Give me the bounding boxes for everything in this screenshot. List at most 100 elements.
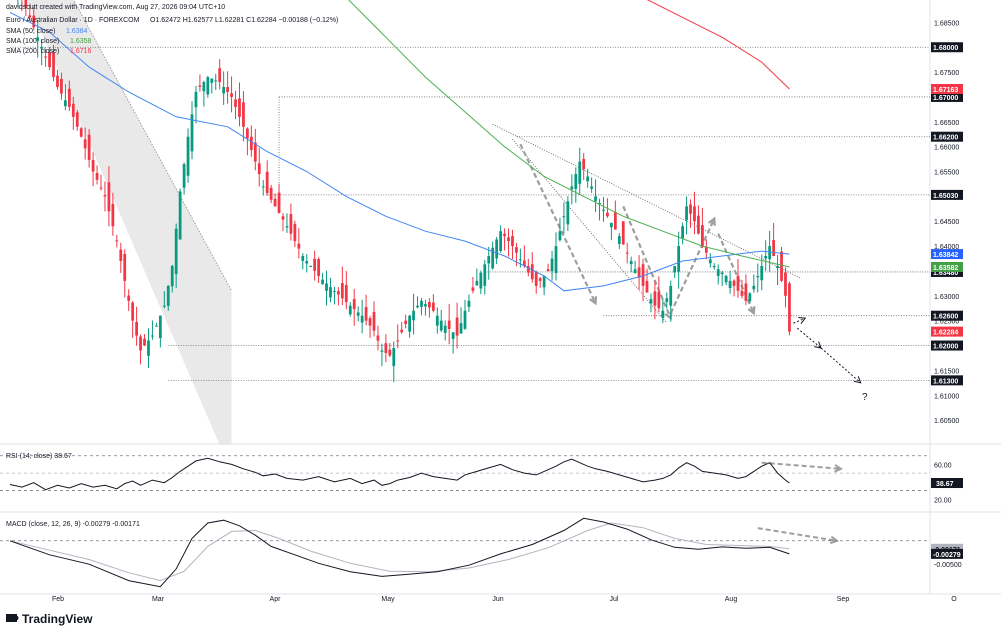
candle: [218, 59, 222, 90]
sma50-line[interactable]: [9, 11, 790, 292]
candle: [119, 242, 123, 273]
candle: [321, 272, 324, 285]
macd-legend[interactable]: MACD (close, 12, 26, 9) -0.00279 -0.0017…: [6, 521, 140, 528]
sma200-line[interactable]: [643, 0, 790, 90]
candle: [447, 303, 451, 345]
sma100-legend-value: 1.6358: [70, 38, 92, 45]
projection-arrow-black-2[interactable]: [820, 347, 862, 384]
candle: [724, 274, 728, 286]
level-tag-7: 1.61300: [933, 378, 958, 385]
macd-tick-label: -0.00500: [934, 562, 962, 569]
candle: [693, 191, 696, 235]
candle: [768, 230, 772, 272]
macd-series-macd[interactable]: [9, 517, 790, 588]
candle: [503, 228, 506, 251]
candle: [392, 341, 396, 383]
sma200-legend[interactable]: SMA (200, close): [6, 48, 59, 55]
price-pane: [0, 0, 1001, 595]
rsi-arrow[interactable]: [761, 461, 843, 473]
candle: [115, 234, 119, 248]
macd-series-signal[interactable]: [9, 522, 790, 582]
candle: [372, 301, 376, 337]
rsi-line[interactable]: [9, 457, 790, 491]
candle: [147, 328, 150, 368]
candle: [380, 343, 384, 367]
tradingview-logo-dot-icon: [13, 615, 19, 621]
candle: [613, 200, 617, 230]
candle: [28, 3, 32, 21]
candle: [158, 315, 162, 348]
candle: [542, 275, 546, 296]
candle: [546, 263, 550, 272]
sma100-line[interactable]: [346, 0, 790, 268]
candle: [246, 127, 249, 156]
macd-signal-tag-bg: [931, 543, 963, 554]
candle: [629, 256, 633, 273]
level-tag-bg-1: [931, 91, 963, 102]
candle: [139, 334, 142, 365]
level-tag-bg-0: [931, 42, 963, 53]
price-tick-label: 1.66000: [934, 145, 959, 152]
candle: [182, 162, 186, 195]
candle: [297, 228, 301, 259]
macd-pane: [0, 517, 930, 588]
level-tag-2: 1.66200: [933, 135, 958, 142]
candle: [52, 44, 55, 82]
candle: [234, 90, 237, 120]
current-tag-bg-1: [931, 249, 963, 260]
symbol-title: Euro / Australian Dollar · 1D · FOREXCOM: [6, 17, 140, 24]
candle: [360, 299, 364, 334]
candle: [329, 277, 332, 303]
candle: [277, 183, 281, 214]
candle: [408, 314, 411, 338]
candle: [479, 270, 483, 295]
candle: [772, 222, 775, 257]
candle: [416, 296, 419, 309]
candle: [87, 129, 91, 168]
price-tags: 1.68000 1.67000 1.66200 1.65030 1.63480 1.626…: [931, 42, 963, 559]
candle: [708, 253, 712, 268]
rsi-legend[interactable]: RSI (14; close) 38.67: [6, 453, 72, 460]
projection-arrow-4[interactable]: [717, 233, 756, 316]
candle: [598, 198, 601, 221]
candle: [143, 334, 146, 346]
tradingview-logo[interactable]: TradingView: [6, 612, 93, 626]
projection-arrow-1[interactable]: [519, 143, 598, 306]
candle: [507, 228, 510, 257]
candle: [649, 293, 653, 313]
price-tick-label: 1.64000: [934, 244, 959, 251]
candle: [103, 181, 107, 212]
level-tag-4: 1.63480: [933, 270, 958, 277]
current-tag-bg-0: [931, 83, 963, 94]
candle: [71, 96, 75, 131]
candle: [491, 241, 495, 270]
rsi-value-tag-bg: [931, 478, 963, 489]
candle: [420, 298, 423, 316]
lower-trendline[interactable]: [512, 138, 668, 324]
projection-arrow-black-0[interactable]: [793, 316, 807, 324]
level-tag-5: 1.62600: [933, 314, 958, 321]
projection-arrow-3[interactable]: [669, 216, 716, 314]
sma100-legend[interactable]: SMA (100, close): [6, 38, 59, 45]
sma200-legend-value: 1.6716: [70, 48, 92, 55]
candle: [637, 255, 641, 290]
candle: [455, 302, 459, 349]
candle: [107, 166, 111, 227]
candle: [641, 258, 645, 302]
price-tick-label: 1.61000: [934, 393, 959, 400]
rsi-tick-label: 20.00: [934, 497, 952, 504]
candle: [376, 325, 380, 351]
candle: [784, 267, 787, 308]
level-tag-3: 1.65030: [933, 193, 958, 200]
level-tag-6: 1.62000: [933, 344, 958, 351]
candle: [788, 281, 791, 336]
candle: [764, 240, 768, 272]
sma50-legend[interactable]: SMA (50, close): [6, 28, 55, 35]
channel-upper-edge[interactable]: [61, 0, 233, 292]
candle: [83, 127, 87, 160]
descending-channel[interactable]: [18, 0, 232, 445]
candle: [60, 72, 63, 100]
candle: [75, 109, 79, 131]
candle: [776, 254, 779, 286]
candle: [431, 294, 435, 313]
